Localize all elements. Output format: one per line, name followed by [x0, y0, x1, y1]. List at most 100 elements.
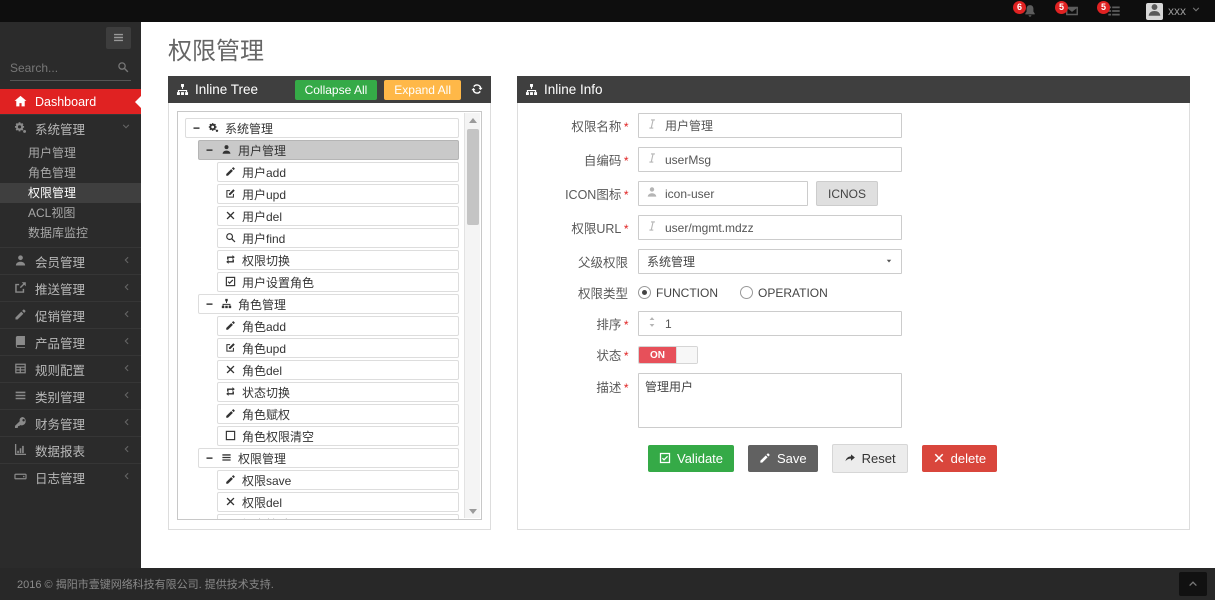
desc-textarea[interactable]: 管理用户 — [638, 373, 902, 428]
chevron-left-icon — [121, 255, 131, 267]
sidebar-subitem-db-monitor[interactable]: 数据库监控 — [28, 226, 89, 240]
sidebar-subitem-perm-mgmt[interactable]: 权限管理 — [0, 183, 141, 203]
radio-operation[interactable]: OPERATION — [740, 286, 828, 300]
key-icon — [13, 416, 27, 431]
tree-node[interactable]: 权限切换 — [217, 250, 459, 270]
icon-input[interactable] — [638, 181, 808, 206]
form-row-url: 权限URL — [526, 215, 1181, 240]
tree-node[interactable]: 角色赋权 — [217, 404, 459, 424]
parent-permission-select[interactable]: 系统管理 — [638, 249, 902, 274]
tree-node-label: 用户del — [242, 209, 283, 224]
inline-tree-body: − 系统管理 − 用户管理 用户add 用户upd 用户del 用户find 权限切换 用户设置角… — [168, 103, 491, 530]
sidebar-item-finance[interactable]: 财务管理 — [0, 409, 141, 436]
tree-node[interactable]: − 角色管理 — [198, 294, 459, 314]
chevron-left-icon — [121, 282, 131, 294]
validate-button[interactable]: Validate — [648, 445, 735, 472]
notification-envelope[interactable]: 5 — [1055, 1, 1082, 19]
tree-node[interactable]: 用户upd — [217, 184, 459, 204]
tree-collapse-toggle[interactable]: − — [193, 121, 201, 135]
save-button[interactable]: Save — [748, 445, 818, 472]
required-asterisk — [621, 154, 628, 168]
sort-label: 排序 — [526, 314, 638, 333]
tree-node[interactable]: 角色del — [217, 360, 459, 380]
pencil-icon — [225, 320, 236, 333]
sidebar-toggle-button[interactable] — [106, 27, 131, 49]
tree-collapse-toggle[interactable]: − — [206, 297, 214, 311]
refresh-icon[interactable] — [471, 83, 483, 97]
scrollbar-down-arrow[interactable] — [465, 504, 481, 518]
expand-all-button[interactable]: Expand All — [384, 79, 461, 100]
tree-container: − 系统管理 − 用户管理 用户add 用户upd 用户del 用户find 权限切换 用户设置角… — [177, 111, 482, 520]
tree-node[interactable]: 用户设置角色 — [217, 272, 459, 292]
page-footer: 2016 © 揭阳市壹键网络科技有限公司. 提供技术支持. — [0, 568, 1215, 600]
radio-function[interactable]: FUNCTION — [638, 286, 718, 300]
chevron-left-icon — [121, 309, 131, 321]
notification-badge: 5 — [1055, 1, 1068, 14]
parent-label: 父级权限 — [577, 256, 628, 270]
sidebar-item-category[interactable]: 类别管理 — [0, 382, 141, 409]
sidebar-subitem-acl-view[interactable]: ACL视图 — [28, 206, 76, 220]
sidebar-item-report[interactable]: 数据报表 — [0, 436, 141, 463]
form-row-parent: 父级权限 系统管理 — [526, 249, 1181, 274]
tree-node[interactable]: 提交检验 — [217, 514, 459, 519]
sidebar-subitem-user-mgmt[interactable]: 用户管理 — [28, 146, 77, 160]
reset-button[interactable]: Reset — [831, 444, 908, 473]
tree-node[interactable]: − 权限管理 — [198, 448, 459, 468]
tree-node[interactable]: 用户find — [217, 228, 459, 248]
name-input[interactable] — [638, 113, 902, 138]
tree-collapse-toggle[interactable]: − — [206, 451, 214, 465]
icnos-button[interactable]: ICNOS — [816, 181, 879, 206]
tree-collapse-toggle[interactable]: − — [206, 143, 214, 157]
notification-bell[interactable]: 6 — [1013, 1, 1040, 19]
tree-node[interactable]: 权限del — [217, 492, 459, 512]
sidebar-subitem-role-mgmt[interactable]: 角色管理 — [28, 166, 77, 180]
tree-node[interactable]: − 用户管理 — [198, 140, 459, 160]
sort-input[interactable] — [638, 311, 902, 336]
sidebar-item-dashboard[interactable]: Dashboard — [0, 89, 141, 114]
chevron-down-icon[interactable] — [1191, 5, 1201, 17]
hdd-icon — [13, 470, 27, 485]
status-toggle[interactable]: ON — [638, 345, 698, 364]
sidebar-item-product[interactable]: 产品管理 — [0, 328, 141, 355]
tree-node[interactable]: 用户add — [217, 162, 459, 182]
form-row-status: 状态 ON — [526, 345, 1181, 364]
retweet-icon — [225, 386, 236, 399]
notification-tasks[interactable]: 5 — [1097, 1, 1124, 19]
tree-node[interactable]: 权限save — [217, 470, 459, 490]
search-input[interactable] — [10, 57, 110, 79]
tree-node[interactable]: 角色权限清空 — [217, 426, 459, 446]
tree-icon — [176, 82, 189, 97]
search-icon[interactable] — [117, 61, 129, 75]
required-asterisk — [621, 381, 628, 395]
chevron-left-icon — [121, 390, 131, 402]
tree-node-label: 权限管理 — [238, 451, 287, 466]
sidebar-item-promo[interactable]: 促销管理 — [0, 301, 141, 328]
tree-node-label: 角色add — [242, 319, 287, 334]
gears-icon — [13, 121, 27, 136]
url-input[interactable] — [638, 215, 902, 240]
tree-node[interactable]: 用户del — [217, 206, 459, 226]
sidebar-item-member[interactable]: 会员管理 — [0, 247, 141, 274]
tree-scrollbar[interactable] — [464, 113, 480, 518]
tree-node[interactable]: − 系统管理 — [185, 118, 459, 138]
scrollbar-up-arrow[interactable] — [465, 113, 481, 127]
form-row-code: 自编码 — [526, 147, 1181, 172]
user-menu[interactable]: xxx — [1146, 2, 1201, 20]
scrollbar-thumb[interactable] — [467, 129, 479, 225]
tree-node[interactable]: 角色add — [217, 316, 459, 336]
tree-node[interactable]: 角色upd — [217, 338, 459, 358]
sidebar-item-system[interactable]: 系统管理 — [0, 114, 141, 141]
tree-node[interactable]: 状态切换 — [217, 382, 459, 402]
x-icon — [225, 210, 236, 223]
sidebar-item-push[interactable]: 推送管理 — [0, 274, 141, 301]
sidebar-item-log[interactable]: 日志管理 — [0, 463, 141, 490]
scroll-top-button[interactable] — [1179, 572, 1207, 596]
tree-node-label: 权限del — [242, 495, 283, 510]
code-input[interactable] — [638, 147, 902, 172]
sidebar-item-label: 日志管理 — [35, 471, 86, 486]
collapse-all-button[interactable]: Collapse All — [294, 79, 378, 100]
delete-button[interactable]: delete — [921, 445, 998, 472]
sidebar-item-rules[interactable]: 规则配置 — [0, 355, 141, 382]
toggle-on-label: ON — [639, 346, 676, 363]
portlets-row: Inline Tree Collapse All Expand All − 系统管… — [141, 76, 1215, 530]
